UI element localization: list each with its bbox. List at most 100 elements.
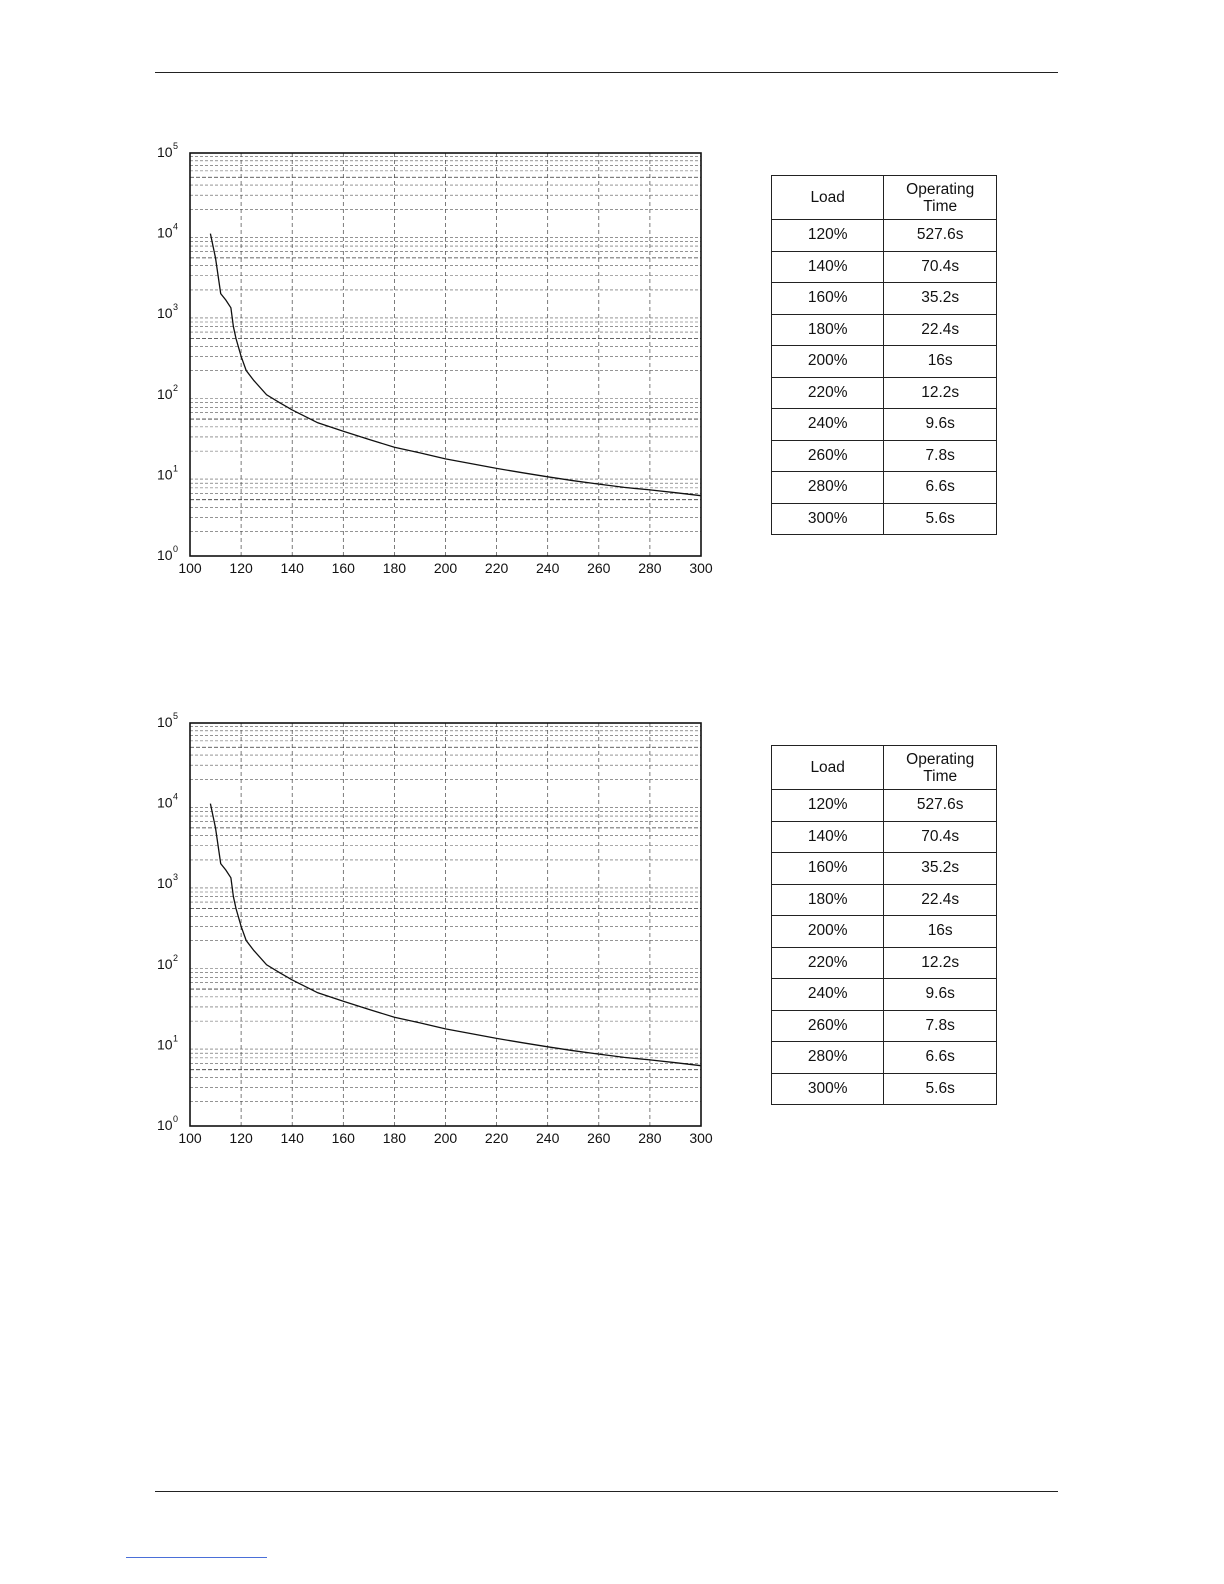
x-tick-label: 200 — [434, 1130, 458, 1146]
table-row: 120% 527.6s — [770, 789, 997, 822]
x-tick-label: 100 — [178, 1130, 202, 1146]
y-tick-base: 10 — [157, 1117, 173, 1133]
cell-operating-time: 9.6s — [883, 408, 997, 441]
x-tick-label: 300 — [689, 1130, 713, 1146]
x-tick-label: 140 — [281, 1130, 305, 1146]
cell-operating-time: 527.6s — [883, 789, 997, 822]
y-tick-label: 10 1 — [157, 463, 178, 482]
cell-load: 160% — [770, 282, 885, 315]
y-tick-label: 10 0 — [157, 544, 178, 563]
cell-operating-time: 16s — [883, 915, 997, 948]
cell-load: 160% — [770, 852, 885, 885]
cell-load: 220% — [770, 376, 885, 409]
y-tick-label: 10 3 — [157, 302, 178, 321]
cell-operating-time: 5.6s — [883, 502, 997, 535]
table-row: 140% 70.4s — [770, 820, 997, 853]
x-tick-label: 260 — [587, 1130, 611, 1146]
table-header-row: Load Operating Time — [770, 175, 997, 220]
table-row: 160% 35.2s — [770, 282, 997, 315]
header-operating-time-line-1: Operating — [906, 180, 975, 198]
y-tick-exponent: 2 — [173, 953, 178, 963]
footer-link-underline — [126, 1557, 267, 1558]
table-row: 200% 16s — [770, 915, 997, 948]
cell-operating-time: 7.8s — [883, 439, 997, 472]
y-tick-base: 10 — [157, 547, 173, 563]
x-tick-label: 120 — [229, 560, 253, 576]
y-tick-exponent: 3 — [173, 872, 178, 882]
y-tick-base: 10 — [157, 466, 173, 482]
y-tick-base: 10 — [157, 144, 173, 160]
cell-load: 300% — [770, 502, 885, 535]
y-tick-exponent: 3 — [173, 302, 178, 312]
header-rule — [155, 72, 1058, 73]
y-tick-base: 10 — [157, 714, 173, 730]
table-row: 160% 35.2s — [770, 852, 997, 885]
y-tick-label: 10 2 — [157, 383, 178, 402]
y-tick-base: 10 — [157, 795, 173, 811]
table-row: 280% 6.6s — [770, 1041, 997, 1074]
x-tick-label: 160 — [332, 560, 356, 576]
cell-operating-time: 9.6s — [883, 978, 997, 1011]
cell-operating-time: 6.6s — [883, 471, 997, 504]
plot-frame — [189, 152, 702, 557]
y-tick-label: 10 4 — [157, 222, 178, 241]
cell-load: 200% — [770, 345, 885, 378]
y-tick-base: 10 — [157, 956, 173, 972]
x-tick-label: 200 — [434, 560, 458, 576]
header-operating-time: Operating Time — [883, 175, 997, 220]
cell-operating-time: 12.2s — [883, 946, 997, 979]
cell-load: 240% — [770, 978, 885, 1011]
header-load: Load — [770, 745, 885, 790]
cell-load: 260% — [770, 1009, 885, 1042]
table-row: 140% 70.4s — [770, 250, 997, 283]
table-row: 180% 22.4s — [770, 313, 997, 346]
header-load: Load — [770, 175, 885, 220]
y-tick-base: 10 — [157, 305, 173, 321]
y-tick-label: 10 2 — [157, 953, 178, 972]
cell-operating-time: 527.6s — [883, 219, 997, 252]
x-tick-label: 240 — [536, 560, 560, 576]
cell-load: 280% — [770, 471, 885, 504]
header-operating-time-line-1: Operating — [906, 750, 975, 768]
table-row: 240% 9.6s — [770, 408, 997, 441]
cell-operating-time: 70.4s — [883, 820, 997, 853]
cell-load: 120% — [770, 219, 885, 252]
x-tick-label: 180 — [383, 560, 407, 576]
y-tick-exponent: 0 — [173, 544, 178, 554]
table-row: 300% 5.6s — [770, 502, 997, 535]
y-tick-exponent: 0 — [173, 1114, 178, 1124]
x-tick-label: 140 — [281, 560, 305, 576]
cell-load: 260% — [770, 439, 885, 472]
cell-operating-time: 70.4s — [883, 250, 997, 283]
x-tick-label: 220 — [485, 1130, 509, 1146]
cell-operating-time: 22.4s — [883, 883, 997, 916]
y-tick-exponent: 4 — [173, 222, 178, 232]
plot-frame — [189, 722, 702, 1127]
x-tick-label: 280 — [638, 1130, 662, 1146]
table-row: 220% 12.2s — [770, 946, 997, 979]
grid — [190, 153, 701, 556]
cell-load: 140% — [770, 820, 885, 853]
x-tick-label: 160 — [332, 1130, 356, 1146]
cell-load: 180% — [770, 313, 885, 346]
x-tick-label: 180 — [383, 1130, 407, 1146]
cell-load: 220% — [770, 946, 885, 979]
cell-load: 240% — [770, 408, 885, 441]
y-tick-exponent: 1 — [173, 1033, 178, 1043]
y-tick-base: 10 — [157, 1036, 173, 1052]
y-tick-exponent: 5 — [173, 141, 178, 151]
x-tick-label: 240 — [536, 1130, 560, 1146]
operating-time-table-1: Load Operating Time 120% 527.6s 140% 70.4s 1… — [770, 175, 997, 535]
table-row: 200% 16s — [770, 345, 997, 378]
x-tick-label: 300 — [689, 560, 713, 576]
cell-load: 180% — [770, 883, 885, 916]
grid — [190, 723, 701, 1126]
y-tick-base: 10 — [157, 225, 173, 241]
table-row: 240% 9.6s — [770, 978, 997, 1011]
cell-operating-time: 5.6s — [883, 1072, 997, 1105]
cell-load: 200% — [770, 915, 885, 948]
header-operating-time-line-2: Time — [923, 197, 958, 215]
y-tick-exponent: 1 — [173, 463, 178, 473]
y-tick-label: 10 3 — [157, 872, 178, 891]
y-tick-label: 10 5 — [157, 711, 178, 730]
